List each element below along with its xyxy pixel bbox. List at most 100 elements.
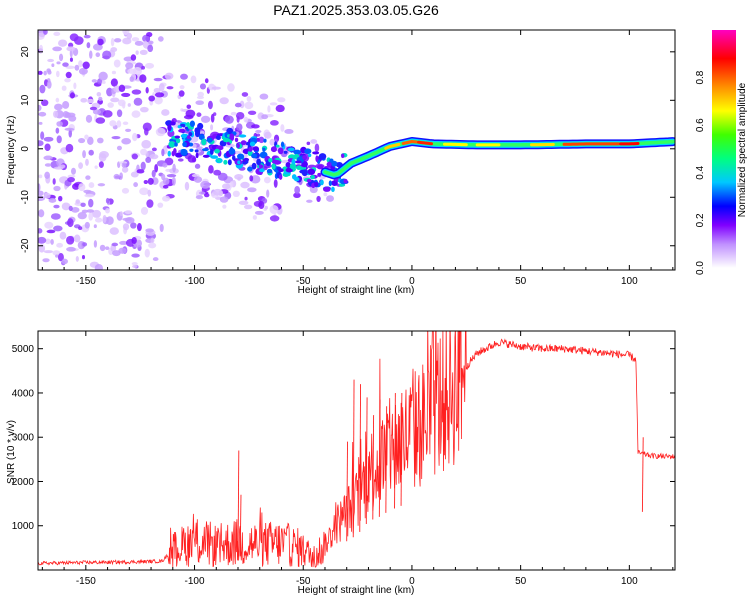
spectrogram-noise-blob [56, 61, 61, 65]
spectrogram-noise-blob [113, 38, 122, 43]
spectrogram-core-blob [256, 158, 262, 166]
spectrogram-noise-blob [48, 198, 57, 203]
spectrogram-noise-blob [84, 221, 90, 229]
spectrogram-core-blob [331, 160, 338, 167]
spectrogram-core-blob [306, 178, 312, 183]
spectrogram-noise-blob [252, 215, 257, 220]
spectrogram-noise-blob [144, 62, 155, 69]
spectrogram-ytick-label: -10 [20, 190, 31, 205]
spectrogram-noise-blob [42, 258, 50, 263]
spectrogram-noise-blob [131, 110, 141, 118]
spectrogram-core-blob [238, 134, 247, 138]
spectrogram-noise-blob [66, 235, 75, 245]
spectrogram-core-blob [310, 174, 315, 180]
spectrogram-noise-blob [150, 237, 155, 244]
spectrogram-noise-blob [246, 96, 252, 102]
snr-xtick-label: -50 [296, 576, 311, 587]
spectrogram-noise-blob [78, 183, 86, 192]
spectrogram-noise-blob [130, 54, 137, 61]
spectrogram-core-blob [307, 168, 316, 175]
spectrogram-noise-blob [47, 58, 55, 63]
spectrogram-noise-blob [267, 105, 271, 113]
spectrogram-noise-blob [88, 212, 94, 221]
spectrogram-noise-blob [164, 157, 174, 166]
spectrogram-core-blob [174, 142, 178, 147]
spectrogram-noise-blob [116, 109, 123, 118]
spectrogram-noise-blob [44, 221, 54, 229]
spectrogram-noise-blob [71, 206, 80, 213]
spectrogram-noise-blob [91, 209, 102, 218]
spectrogram-core-blob [210, 155, 219, 159]
spectrogram-core-blob [182, 141, 187, 147]
spectrogram-noise-blob [65, 71, 72, 79]
spectrogram-core-blob [251, 162, 257, 170]
spectrogram-noise-blob [57, 39, 68, 47]
spectrogram-core-blob [268, 158, 273, 163]
spectrogram-noise-blob [133, 182, 138, 188]
spectrogram-xtick-label: 0 [409, 276, 415, 287]
spectrogram-noise-blob [98, 96, 103, 102]
spectrogram-noise-blob [280, 124, 285, 132]
spectrogram-noise-blob [91, 79, 98, 83]
spectrogram-core-blob [308, 153, 312, 158]
spectrogram-noise-blob [122, 102, 126, 109]
spectrogram-noise-blob [294, 185, 301, 195]
spectrogram-core-blob [232, 155, 236, 161]
spectrogram-noise-blob [261, 114, 269, 120]
spectrogram-noise-blob [152, 257, 159, 262]
spectrogram-core-blob [215, 135, 221, 141]
snr-ytick-label: 3000 [12, 433, 35, 444]
spectrogram-noise-blob [71, 167, 76, 175]
spectrogram-noise-blob [127, 68, 137, 74]
spectrogram-noise-blob [116, 120, 122, 128]
spectrogram-noise-blob [146, 31, 153, 38]
spectrogram-core-blob [285, 161, 291, 169]
spectrogram-core-blob [201, 138, 207, 146]
spectrogram-xtick-label: -50 [296, 276, 311, 287]
snr-xtick-label: 50 [515, 576, 527, 587]
spectrogram-core-blob [214, 148, 220, 154]
spectrogram-noise-blob [200, 180, 211, 189]
snr-spike [239, 494, 242, 557]
spectrogram-core-blob [247, 150, 253, 157]
spectrogram-noise-blob [264, 131, 272, 139]
spectrogram-core-blob [240, 140, 247, 146]
spectrogram-noise-blob [142, 122, 152, 132]
snr-spike [365, 397, 368, 524]
spectrogram-core-blob [209, 149, 214, 155]
spectrogram-noise-blob [131, 236, 137, 244]
spectrogram-noise-blob [133, 67, 142, 76]
spectrogram-noise-blob [273, 179, 278, 188]
spectrogram-noise-blob [139, 187, 149, 196]
spectrogram-noise-blob [259, 93, 269, 100]
spectrogram-noise-blob [148, 242, 157, 249]
spectrogram-noise-blob [218, 190, 224, 197]
spectrogram-noise-blob [55, 127, 60, 134]
spectrogram-noise-blob [110, 47, 118, 53]
spectrogram-noise-blob [97, 137, 104, 144]
spectrogram-noise-blob [111, 242, 119, 247]
spectrogram-noise-blob [131, 253, 140, 258]
spectrogram-noise-blob [240, 181, 250, 189]
spectrogram-noise-blob [166, 173, 177, 178]
spectrogram-noise-blob [145, 86, 149, 94]
spectrogram-noise-blob [270, 120, 279, 126]
spectrogram-noise-blob [95, 52, 101, 58]
spectrogram-noise-blob [207, 100, 213, 110]
snr-axes-frame [37, 330, 676, 571]
spectrogram-noise-blob [194, 163, 201, 169]
spectrogram-core-blob [168, 141, 176, 148]
spectrogram-core-blob [301, 161, 308, 168]
spectrogram-noise-blob [232, 190, 240, 198]
tone-track-hot-segment [384, 142, 401, 150]
spectrogram-noise-blob [93, 240, 98, 248]
spectrogram-core-blob [295, 160, 302, 164]
spectrogram-core-blob [222, 137, 231, 143]
spectrogram-noise-blob [269, 215, 280, 222]
spectrogram-noise-blob [78, 67, 88, 75]
spectrogram-noise-blob [147, 189, 152, 197]
tone-track-hot-segment [443, 142, 468, 147]
spectrogram-core-blob [188, 132, 193, 137]
spectrogram-noise-blob [59, 231, 67, 240]
